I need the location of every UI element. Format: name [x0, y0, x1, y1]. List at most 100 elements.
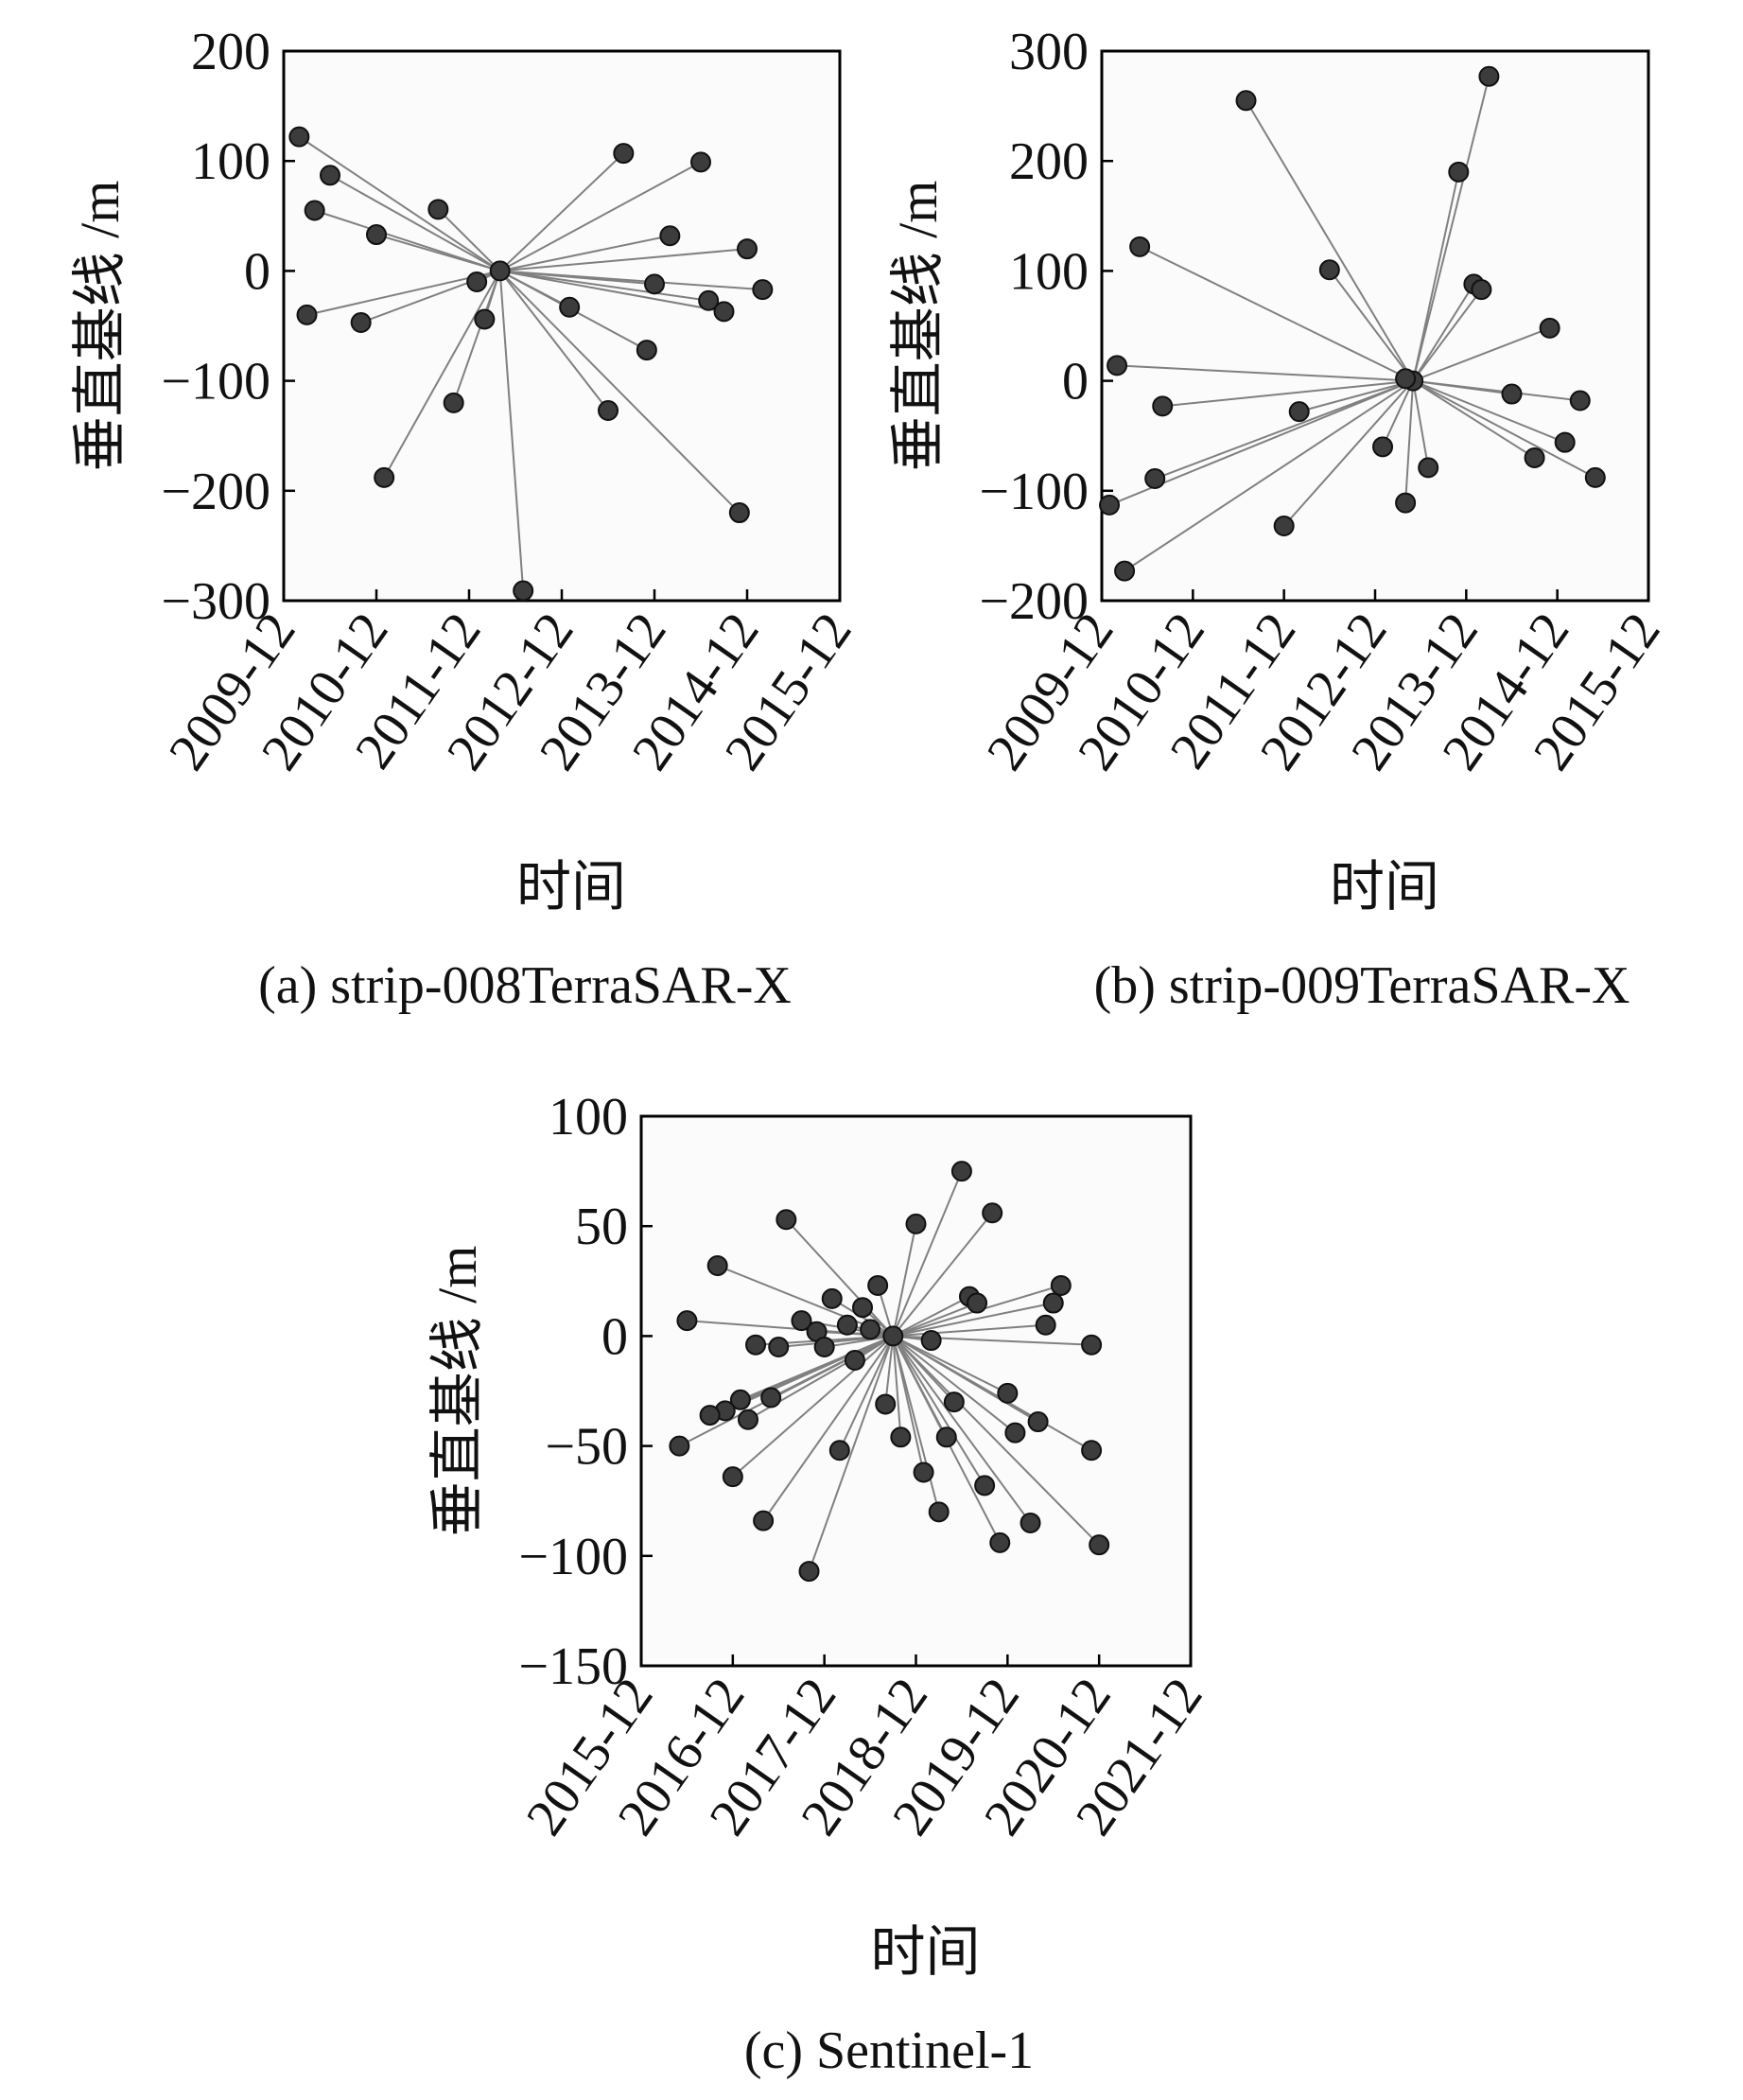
point — [821, 1287, 843, 1309]
caption: (c) Sentinel-1 — [744, 2021, 1034, 2080]
point — [304, 200, 325, 221]
y-tick-label: 100 — [1009, 242, 1089, 301]
baseline-link — [1412, 76, 1490, 381]
baseline-link — [1404, 380, 1415, 503]
baseline-link — [893, 1302, 1054, 1338]
point — [967, 1292, 988, 1314]
y-tick-label: −100 — [979, 463, 1089, 521]
point — [729, 1389, 751, 1410]
baseline-link — [314, 209, 500, 272]
y-tick-label: 0 — [1062, 353, 1089, 411]
baseline-link — [1282, 379, 1414, 527]
point — [1107, 355, 1128, 376]
baseline-link — [884, 1336, 895, 1405]
baseline-link — [437, 208, 501, 272]
y-tick-label: −300 — [161, 572, 270, 631]
baseline-link — [892, 1335, 1100, 1546]
point — [1478, 65, 1500, 87]
baseline-link — [1412, 283, 1475, 382]
point — [813, 1337, 835, 1358]
point — [474, 308, 496, 330]
point — [427, 199, 449, 220]
point — [1099, 494, 1121, 516]
y-tick-label: 100 — [549, 1088, 628, 1146]
point — [913, 1461, 934, 1483]
point — [722, 1466, 743, 1488]
point — [1554, 431, 1576, 453]
baseline-link — [298, 135, 501, 272]
point — [1418, 457, 1439, 479]
point — [1235, 90, 1257, 112]
point — [836, 1314, 858, 1336]
baseline-link — [1154, 379, 1414, 480]
baseline-link — [892, 1335, 1032, 1524]
baseline-link — [816, 1330, 894, 1338]
y-tick-label: −100 — [518, 1528, 628, 1586]
baseline-link — [1329, 269, 1414, 382]
baseline-link — [1413, 379, 1580, 402]
point — [1144, 468, 1166, 490]
point — [1027, 1411, 1049, 1433]
y-tick-label: 50 — [575, 1198, 628, 1256]
baseline-link — [892, 1335, 985, 1486]
baseline-link — [762, 1335, 895, 1522]
point — [1004, 1422, 1026, 1444]
baseline-link — [1299, 379, 1414, 413]
point — [1042, 1292, 1064, 1314]
point — [1081, 1334, 1103, 1356]
point — [950, 1161, 972, 1182]
point — [374, 466, 395, 488]
point — [698, 289, 720, 311]
baseline-link — [892, 1302, 978, 1338]
point — [860, 1319, 881, 1340]
y-axis-label: 垂直基线 /m — [427, 1246, 488, 1537]
baseline-link — [1139, 245, 1414, 382]
point — [320, 165, 340, 186]
chart: −200−10001002003002009-122010-122011-122… — [887, 23, 1672, 1015]
point — [669, 1435, 690, 1457]
point — [1524, 446, 1545, 468]
point — [1035, 1314, 1056, 1336]
baseline-link — [499, 270, 709, 302]
y-tick-label: 0 — [601, 1307, 628, 1366]
baseline-link — [1124, 379, 1414, 572]
point — [882, 1325, 904, 1347]
point — [982, 1202, 1003, 1224]
point — [690, 151, 711, 173]
point — [713, 301, 735, 323]
caption: (b) strip-009TerraSAR-X — [1094, 956, 1630, 1015]
baseline-link — [1412, 289, 1483, 382]
point — [559, 296, 581, 318]
point — [644, 273, 665, 295]
baseline-link — [892, 1295, 970, 1338]
y-tick-label: 300 — [1009, 23, 1089, 81]
point — [613, 143, 635, 165]
baseline-link — [892, 1335, 1017, 1434]
point — [928, 1501, 950, 1523]
point — [943, 1391, 965, 1413]
baseline-link — [1412, 379, 1596, 479]
y-tick-label: −200 — [161, 463, 270, 521]
baseline-link — [893, 1323, 1046, 1338]
point — [1395, 492, 1417, 514]
point — [737, 1409, 758, 1430]
point — [1539, 317, 1560, 339]
point — [1273, 515, 1295, 536]
point — [728, 502, 750, 524]
point — [752, 279, 774, 301]
y-tick-label: −100 — [161, 353, 270, 411]
baseline-link — [785, 1218, 895, 1338]
baseline-link — [498, 270, 609, 411]
point — [366, 224, 387, 246]
chart: −150−100−500501002015-122016-122017-1220… — [427, 1088, 1214, 2080]
point — [828, 1440, 850, 1461]
baseline-link — [892, 1223, 917, 1337]
baseline-link — [383, 270, 501, 479]
baseline-link — [499, 270, 724, 313]
baseline-link — [838, 1335, 895, 1451]
point — [699, 1405, 721, 1426]
baseline-link — [824, 1335, 894, 1349]
point — [1501, 383, 1523, 405]
point — [1129, 236, 1151, 257]
point — [676, 1310, 698, 1332]
